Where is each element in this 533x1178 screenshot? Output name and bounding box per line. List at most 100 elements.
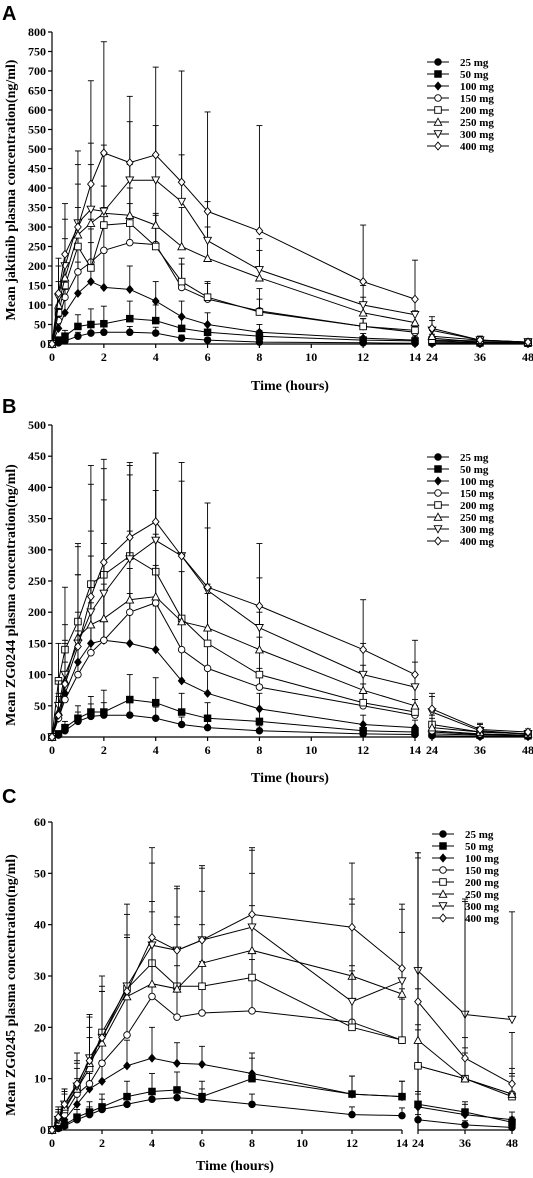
data-point	[198, 1092, 206, 1101]
data-point	[177, 720, 186, 729]
data-point	[126, 219, 134, 227]
legend-entry: 25 mg	[427, 452, 489, 464]
legend-entry: 100 mg	[432, 853, 499, 865]
data-point	[411, 326, 419, 335]
data-point	[151, 150, 160, 160]
data-point	[126, 328, 134, 337]
data-point	[398, 1036, 406, 1044]
data-point	[427, 722, 437, 732]
data-point	[348, 1110, 356, 1119]
data-point	[98, 1076, 106, 1086]
data-point	[98, 1033, 106, 1043]
data-point	[203, 328, 212, 337]
y-tick-label: 10	[34, 1072, 46, 1086]
data-point	[86, 619, 96, 629]
data-point	[126, 314, 134, 323]
data-point	[413, 1035, 423, 1044]
data-point	[126, 695, 134, 704]
data-point	[87, 264, 95, 272]
data-point	[358, 670, 368, 680]
data-point	[198, 935, 206, 945]
x-tick-label: 8	[256, 350, 262, 364]
legend-marker	[434, 476, 442, 486]
data-point	[203, 688, 212, 698]
x-tick-label: 48	[522, 743, 533, 757]
data-point	[60, 1099, 69, 1109]
y-tick-label: 250	[28, 574, 46, 588]
legend-label: 100 mg	[460, 476, 494, 488]
series-200-mg	[48, 185, 532, 348]
legend-label: 50 mg	[465, 841, 494, 853]
legend-label: 25 mg	[465, 829, 494, 841]
data-point	[203, 714, 212, 723]
panel-letter-b: B	[2, 396, 16, 418]
legend-marker	[439, 866, 447, 874]
data-point	[148, 932, 156, 943]
y-tick-label: 0	[40, 1123, 46, 1137]
panel-letter-c: C	[2, 786, 16, 808]
data-point	[177, 616, 187, 626]
data-point	[86, 205, 96, 215]
data-point	[123, 1092, 131, 1101]
data-point	[151, 316, 160, 325]
legend-label: 400 mg	[465, 913, 499, 925]
series-150-mg	[48, 203, 532, 348]
data-point	[177, 241, 187, 251]
x-tick-label: 4	[149, 1136, 155, 1150]
data-point	[100, 221, 108, 229]
data-point	[126, 711, 134, 719]
series-100-mg	[48, 1026, 516, 1135]
y-tick-label: 30	[34, 969, 46, 983]
y-tick-label: 100	[28, 668, 46, 682]
legend-marker	[433, 130, 443, 139]
data-point	[414, 997, 422, 1007]
data-point	[151, 645, 160, 655]
data-point	[255, 226, 264, 236]
data-point	[414, 1062, 422, 1070]
data-point	[410, 311, 420, 320]
data-point	[203, 236, 213, 246]
panel-letter-a: A	[2, 3, 16, 25]
series-150-mg	[48, 564, 532, 741]
data-point	[197, 958, 207, 967]
data-point	[255, 670, 264, 679]
data-point	[61, 723, 69, 732]
data-point	[74, 288, 82, 298]
data-point	[410, 683, 420, 692]
data-point	[524, 727, 532, 737]
data-point	[248, 909, 256, 919]
data-point	[148, 1053, 156, 1063]
data-point	[411, 670, 419, 680]
legend-marker	[434, 141, 442, 151]
legend-entry: 400 mg	[432, 913, 499, 925]
x-tick-label: 6	[199, 1136, 205, 1150]
data-point	[151, 698, 160, 707]
legend-marker	[439, 842, 447, 850]
data-point	[54, 1112, 63, 1122]
data-point	[398, 1092, 406, 1102]
series-200-mg	[48, 468, 532, 741]
data-point	[411, 294, 419, 304]
y-tick-label: 50	[34, 699, 46, 713]
legend-entry: 25 mg	[432, 829, 494, 841]
data-point	[358, 308, 368, 317]
data-point	[123, 1100, 131, 1109]
y-tick-label: 400	[28, 181, 46, 195]
y-tick-label: 100	[28, 298, 46, 312]
legend-label: 100 mg	[460, 81, 494, 93]
y-tick-label: 450	[28, 449, 46, 463]
legend-label: 100 mg	[465, 853, 499, 865]
legend-label: 300 mg	[460, 129, 494, 141]
legend-entry: 150 mg	[427, 93, 494, 105]
data-point	[85, 1080, 94, 1088]
y-tick-label: 60	[34, 815, 46, 829]
data-point	[98, 1059, 106, 1068]
data-point	[203, 723, 212, 732]
y-tick-label: 800	[28, 25, 46, 39]
data-point	[397, 977, 407, 986]
data-point	[123, 1031, 131, 1039]
legend-entry: 50 mg	[427, 464, 489, 476]
data-point	[173, 1093, 181, 1102]
data-point	[507, 1089, 517, 1098]
